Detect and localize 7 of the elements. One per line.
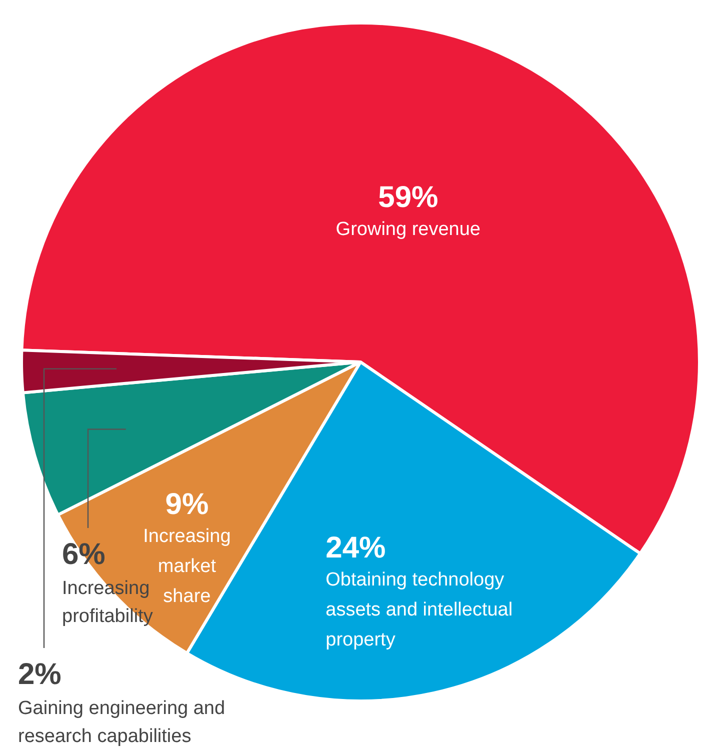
data-label: 2%	[18, 658, 62, 691]
slice-label: Gaining engineering and research capabilities	[18, 698, 226, 747]
data-label: 59%	[378, 181, 438, 214]
slice-label: Growing revenue	[336, 219, 480, 240]
data-label: 24%	[326, 531, 386, 564]
data-label: 9%	[165, 488, 209, 521]
slice-label: Obtaining technology assets and intellectual property	[326, 569, 513, 650]
